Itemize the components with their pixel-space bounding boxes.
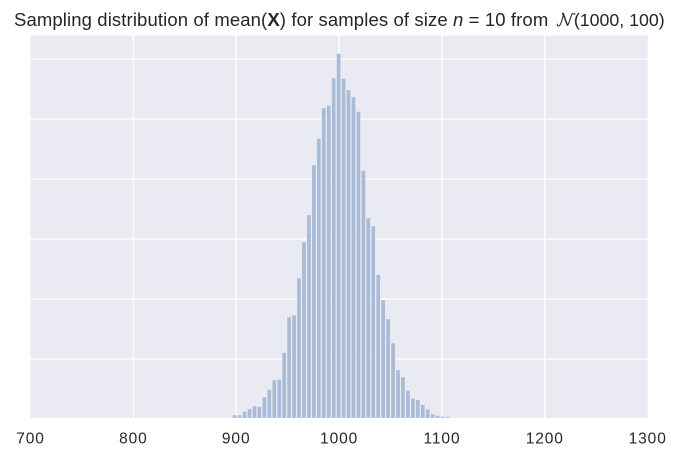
- svg-text:800: 800: [119, 431, 148, 448]
- svg-text:1300: 1300: [629, 431, 667, 448]
- svg-text:700: 700: [16, 431, 45, 448]
- svg-text:1100: 1100: [424, 431, 461, 448]
- svg-text:1000: 1000: [320, 431, 358, 448]
- svg-text:1200: 1200: [526, 431, 564, 448]
- svg-text:(1000, 100): (1000, 100): [574, 10, 665, 30]
- svg-text:900: 900: [222, 431, 251, 448]
- svg-text:Sampling distribution of mean(: Sampling distribution of mean(X) for sam…: [14, 9, 548, 30]
